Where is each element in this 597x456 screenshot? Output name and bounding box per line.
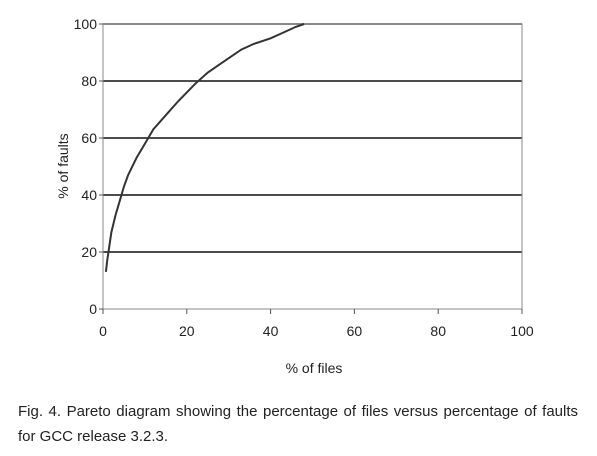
y-tick-label: 80 [81,73,97,89]
y-tick-label: 100 [74,16,98,32]
x-tick-label: 60 [347,323,363,339]
x-tick-label: 80 [430,323,446,339]
pareto-curve [104,23,305,273]
tick-labels: 0 20 40 60 80 100 0 20 40 60 80 100 [74,16,534,339]
x-tick-label: 20 [179,323,195,339]
figure-caption: Fig. 4. Pareto diagram showing the perce… [18,403,578,445]
y-axis-title: % of faults [55,133,71,198]
x-axis-title: % of files [286,360,343,376]
y-tick-label: 0 [89,301,97,317]
x-tick-label: 40 [263,323,279,339]
x-tick-label: 100 [510,323,534,339]
y-tick-label: 40 [81,187,97,203]
x-tick-label: 0 [99,323,107,339]
plot-frame [102,23,523,310]
y-tick-label: 60 [81,130,97,146]
grid-lines [103,23,522,253]
pareto-chart: 0 20 40 60 80 100 0 20 40 60 80 100 % of files % of… [55,16,534,376]
y-tick-label: 20 [81,244,97,260]
